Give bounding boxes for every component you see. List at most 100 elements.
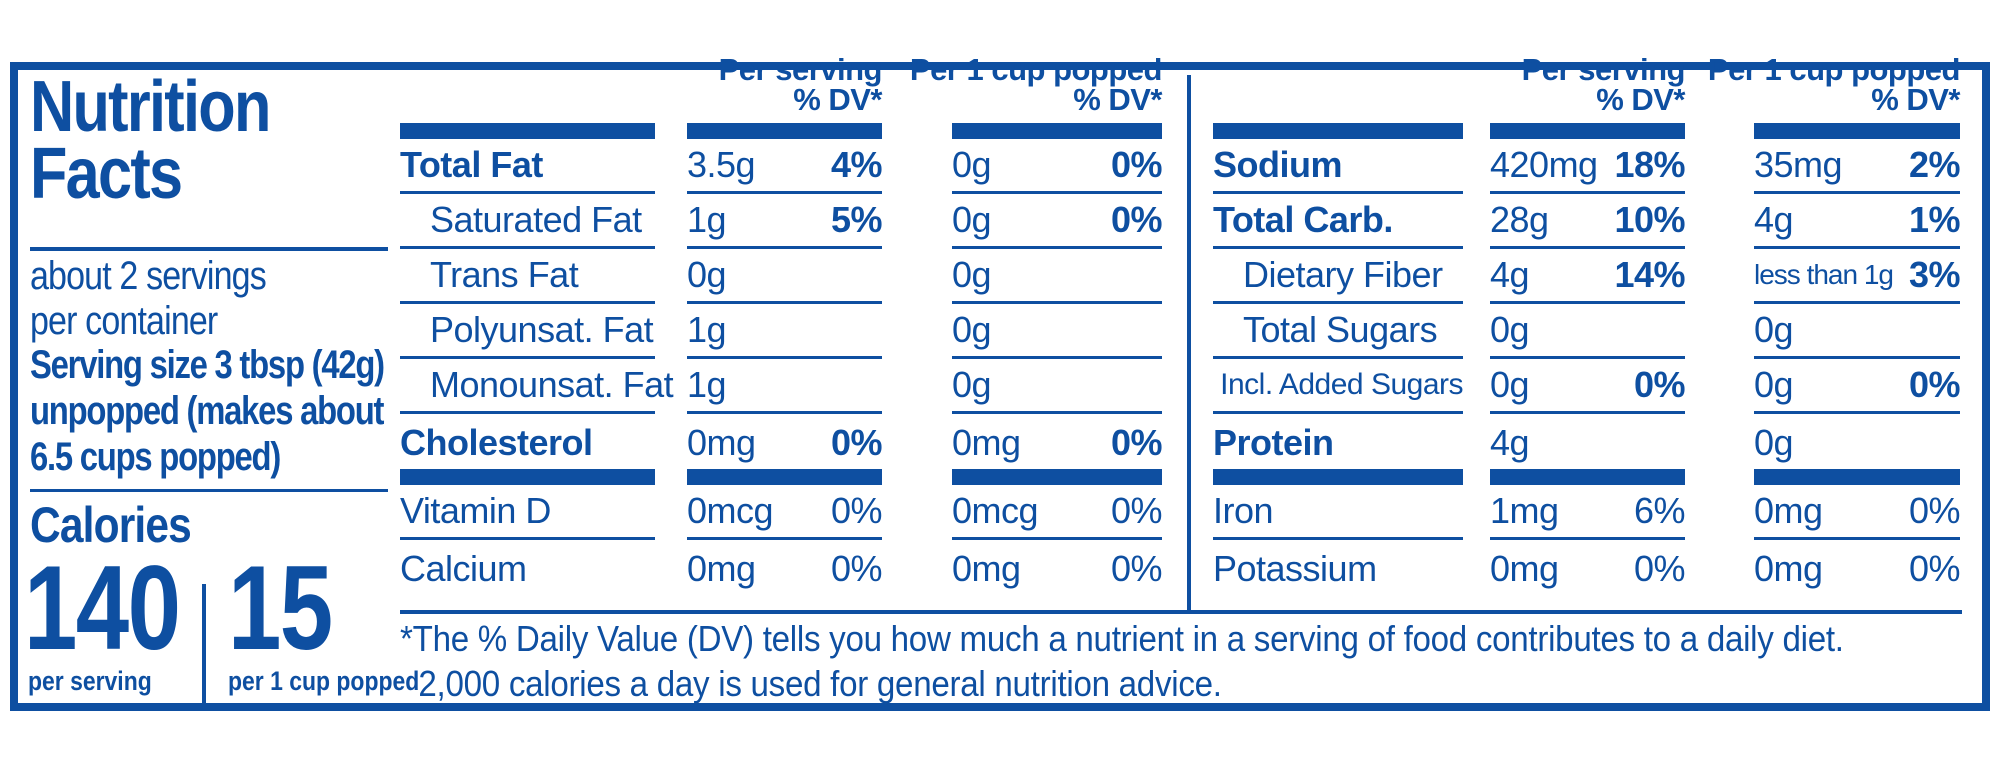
dv-per-cup: 3% (1908, 254, 1961, 295)
value-cell-per-serving: 28g 10% (1490, 194, 1685, 249)
value-cell-per-serving: 4g (1490, 414, 1685, 469)
section-bar-fill (1490, 469, 1685, 485)
value-cell-per-serving: 1g (687, 359, 882, 414)
header-per-cup: Per 1 cup popped% DV* (882, 54, 1163, 123)
section-bar-fill (952, 469, 1162, 485)
dv-per-cup: 0% (1908, 548, 1961, 589)
dv-per-serving: 5% (830, 199, 883, 240)
value-cell-per-cup: 0g (952, 304, 1162, 359)
nutrient-label-text: Total Sugars (1243, 309, 1438, 350)
value-cell-per-cup: less than 1g 3% (1754, 249, 1961, 304)
header-per-cup: Per 1 cup popped% DV* (1685, 54, 1961, 123)
amount-per-serving: 1mg (1490, 490, 1559, 531)
calories-per-serving-label-text: per serving (28, 666, 152, 696)
value-cell-per-serving: 0mg 0% (1490, 540, 1686, 595)
amount-per-serving: 4g (1490, 422, 1530, 463)
title-line2: Facts (30, 134, 183, 214)
amount-per-cup: 4g (1754, 199, 1794, 240)
section-bar-fill (687, 123, 882, 139)
section-bar-fill (400, 469, 655, 485)
section-bar (1754, 469, 1960, 485)
header-per-serving-line1: Per serving (1521, 52, 1686, 87)
section-bar (400, 469, 655, 485)
value-cell-per-serving: 4g 14% (1490, 249, 1685, 304)
section-bar-fill (952, 123, 1162, 139)
header-spacer (1213, 65, 1463, 123)
section-bar-fill (1754, 469, 1960, 485)
nutrient-label: Cholesterol (400, 414, 655, 469)
value-cell-per-cup: 0g (952, 359, 1162, 414)
value-cell-per-cup: 0mg 0% (952, 540, 1163, 595)
nutrient-label-text: Saturated Fat (430, 199, 642, 240)
value-cell-per-serving: 0mcg 0% (687, 485, 883, 540)
amount-per-serving: 0g (1490, 309, 1530, 350)
nutrient-label: Sodium (1213, 139, 1463, 194)
nutrient-label-text: Dietary Fiber (1243, 254, 1443, 295)
amount-per-serving: 1g (687, 364, 727, 405)
value-cell-per-cup: 0g 0% (952, 139, 1163, 194)
dv-per-serving: 0% (830, 490, 883, 531)
nutrient-label-text: Iron (1213, 490, 1274, 531)
section-bar (687, 469, 882, 485)
section-bar (952, 123, 1162, 139)
servings-line2: per container (30, 299, 218, 343)
value-cell-per-serving: 1g (687, 304, 882, 359)
header-spacer (400, 65, 655, 123)
amount-per-serving: 420mg (1490, 144, 1598, 185)
nutrient-label-text: Sodium (1213, 144, 1343, 185)
nutrient-label-text: Monounsat. Fat (430, 364, 674, 405)
title-line1: Nutrition (30, 67, 271, 147)
calories-per-cup-number: 15 (228, 541, 333, 675)
nutrient-label: Calcium (400, 540, 655, 595)
amount-per-serving: 0mg (1490, 548, 1559, 589)
amount-per-cup: 0mcg (952, 490, 1039, 531)
section-bar (687, 123, 882, 139)
nutrient-label: Vitamin D (400, 485, 655, 540)
nutrient-label-text: Trans Fat (430, 254, 579, 295)
value-cell-per-serving: 0g (1490, 304, 1685, 359)
value-cell-per-cup: 0mcg 0% (952, 485, 1163, 540)
nutrient-label-text: Potassium (1213, 548, 1377, 589)
table-vertical-divider (1187, 75, 1191, 612)
nutrient-label: Total Fat (400, 139, 655, 194)
header-per-serving: Per serving% DV* (1463, 54, 1686, 123)
value-cell-per-cup: 0g 0% (952, 194, 1163, 249)
nutrient-label-text: Protein (1213, 422, 1334, 463)
header-per-cup-line1: Per 1 cup popped (909, 52, 1163, 87)
value-cell-per-cup: 0mg 0% (952, 414, 1163, 469)
amount-per-cup: less than 1g (1754, 259, 1894, 290)
nutrient-label: Incl. Added Sugars (1213, 359, 1463, 414)
nutrient-label-text: Cholesterol (400, 422, 593, 463)
dv-per-cup: 0% (1110, 199, 1163, 240)
value-cell-per-cup: 0mg 0% (1754, 485, 1961, 540)
header-per-serving-line2: % DV* (793, 82, 882, 117)
calories-heading-text: Calories (30, 497, 192, 553)
title-divider (30, 247, 388, 251)
value-cell-per-serving: 1mg 6% (1490, 485, 1686, 540)
nutrient-label: Dietary Fiber (1213, 249, 1463, 304)
header-per-cup-line2: % DV* (1073, 82, 1162, 117)
nutrient-table-left: Per serving% DV* Per 1 cup popped% DV* Tot… (400, 54, 1163, 595)
section-bar-fill (687, 469, 882, 485)
amount-per-serving: 3.5g (687, 144, 756, 185)
value-cell-per-cup: 0g 0% (1754, 359, 1961, 414)
calories-heading: Calories (30, 496, 219, 554)
section-bar-fill (400, 123, 655, 139)
footnote-line1: *The % Daily Value (DV) tells you how mu… (400, 618, 1844, 659)
nutrient-label: Total Carb. (1213, 194, 1463, 249)
amount-per-cup: 35mg (1754, 144, 1843, 185)
nutrient-label-text: Incl. Added Sugars (1220, 368, 1463, 401)
value-cell-per-cup: 0g (1754, 304, 1960, 359)
section-bar-fill (1754, 123, 1960, 139)
nutrient-label: Protein (1213, 414, 1463, 469)
dv-per-cup: 2% (1908, 144, 1961, 185)
section-bar-fill (1213, 469, 1463, 485)
nutrient-label: Trans Fat (400, 249, 655, 304)
nutrient-label-text: Total Fat (400, 144, 543, 185)
footnote-line2: 2,000 calories a day is used for general… (418, 663, 1222, 704)
footnote: *The % Daily Value (DV) tells you how mu… (400, 616, 1969, 706)
section-bar-fill (1213, 123, 1463, 139)
amount-per-serving: 0mg (687, 422, 756, 463)
header-per-serving: Per serving% DV* (655, 54, 883, 123)
